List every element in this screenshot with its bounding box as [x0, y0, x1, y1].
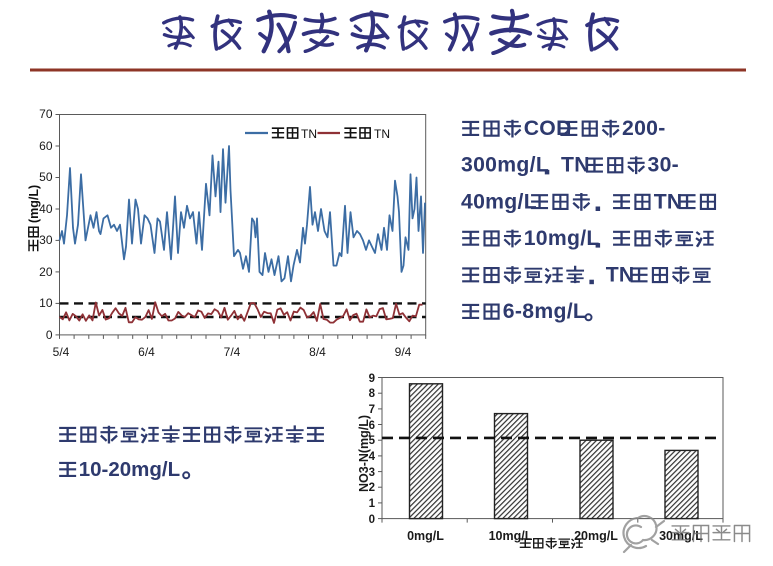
svg-text:10mg/L: 10mg/L [524, 227, 600, 250]
svg-text:7/4: 7/4 [224, 345, 241, 359]
svg-text:7: 7 [369, 404, 375, 416]
svg-text:20mg/L: 20mg/L [574, 529, 618, 543]
svg-text:5: 5 [369, 435, 376, 447]
svg-text:0mg/L: 0mg/L [407, 529, 444, 543]
svg-text:9/4: 9/4 [395, 345, 412, 359]
svg-text:70: 70 [39, 107, 53, 121]
svg-text:8/4: 8/4 [309, 345, 326, 359]
svg-text:8: 8 [369, 388, 376, 400]
svg-text:3: 3 [369, 467, 375, 479]
svg-text:6: 6 [369, 420, 375, 432]
svg-text:10: 10 [39, 296, 53, 310]
svg-text:9: 9 [369, 373, 375, 385]
svg-text:TN: TN [606, 264, 635, 287]
svg-text:5/4: 5/4 [53, 345, 70, 359]
svg-text:4: 4 [369, 451, 376, 463]
svg-text:(mg/L): (mg/L) [27, 185, 41, 223]
svg-text:0: 0 [369, 514, 375, 526]
svg-text:6/4: 6/4 [138, 345, 155, 359]
svg-text:200-: 200- [622, 117, 666, 140]
svg-text:30-: 30- [648, 154, 680, 177]
svg-text:COD: COD [524, 117, 572, 140]
svg-text:1: 1 [369, 498, 376, 510]
svg-text:TN: TN [654, 190, 683, 213]
svg-text:10-20mg/L: 10-20mg/L [79, 458, 180, 481]
svg-text:0: 0 [46, 328, 53, 342]
svg-text:40: 40 [39, 202, 53, 216]
svg-text:NO3-N(mg/L): NO3-N(mg/L) [357, 415, 371, 492]
svg-text:TN: TN [561, 154, 590, 177]
svg-text:30: 30 [39, 233, 53, 247]
svg-text:6-8mg/L: 6-8mg/L [503, 300, 586, 323]
svg-text:20: 20 [39, 265, 53, 279]
svg-text:TN: TN [301, 127, 317, 141]
svg-text:50: 50 [39, 170, 53, 184]
svg-text:10mg/L: 10mg/L [489, 529, 533, 543]
svg-text:300mg/L: 300mg/L [461, 154, 549, 177]
svg-text:60: 60 [39, 139, 53, 153]
svg-text:40mg/L: 40mg/L [461, 190, 537, 213]
svg-text:TN: TN [374, 127, 390, 141]
svg-text:2: 2 [369, 482, 375, 494]
